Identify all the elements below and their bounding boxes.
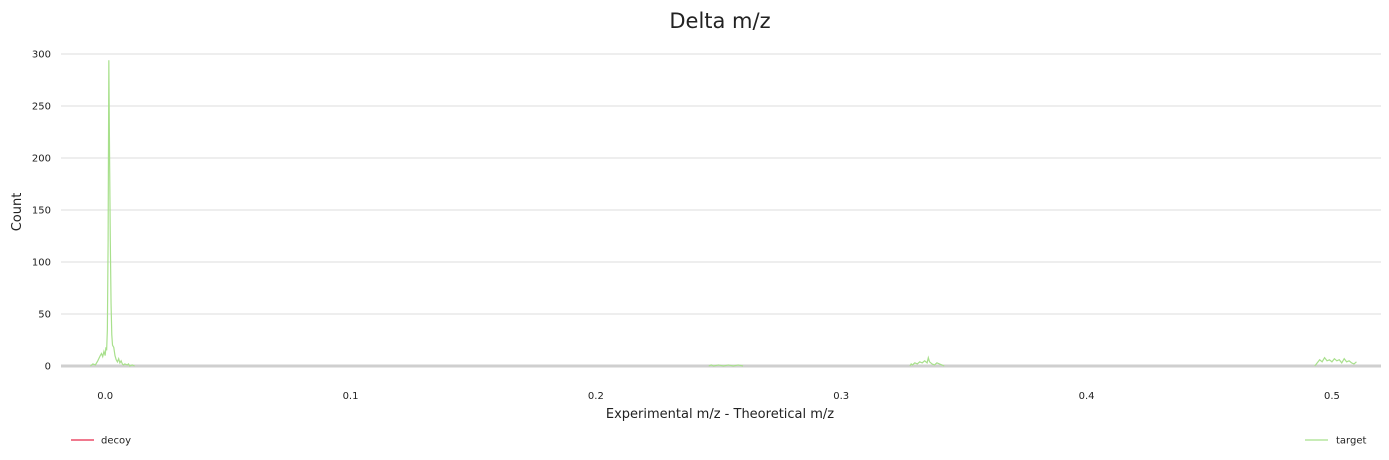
grid-layer bbox=[61, 53, 1381, 368]
x-tick-label: 0.2 bbox=[588, 391, 604, 402]
x-tick-label: 0.1 bbox=[343, 391, 359, 402]
series-line-target bbox=[909, 355, 945, 367]
series-layer bbox=[90, 60, 1357, 367]
y-tick-label: 200 bbox=[32, 154, 51, 165]
series-line-target bbox=[708, 364, 744, 367]
legend-label-decoy: decoy bbox=[101, 436, 131, 447]
axis-layer: 0 50 100 150 200 250 300 0.0 0.1 0.2 0.3 0.4 0.5 bbox=[32, 50, 1340, 403]
x-tick-label: 0.5 bbox=[1324, 391, 1340, 402]
legend-label-target: target bbox=[1336, 436, 1366, 447]
x-tick-label: 0.0 bbox=[97, 391, 113, 402]
y-tick-label: 250 bbox=[32, 102, 51, 113]
series-line-target bbox=[1314, 356, 1357, 367]
y-tick-label: 100 bbox=[32, 258, 51, 269]
y-tick-label: 300 bbox=[32, 50, 51, 61]
x-axis-label: Experimental m/z - Theoretical m/z bbox=[606, 407, 834, 422]
chart-title: Delta m/z bbox=[669, 9, 770, 33]
y-tick-label: 150 bbox=[32, 206, 51, 217]
series-line-target bbox=[90, 60, 135, 367]
x-tick-label: 0.4 bbox=[1079, 391, 1095, 402]
x-tick-label: 0.3 bbox=[833, 391, 849, 402]
legend: decoy target bbox=[71, 436, 1366, 447]
y-tick-label: 50 bbox=[38, 310, 51, 321]
y-axis-label: Count bbox=[10, 193, 25, 232]
y-tick-label: 0 bbox=[45, 362, 51, 373]
